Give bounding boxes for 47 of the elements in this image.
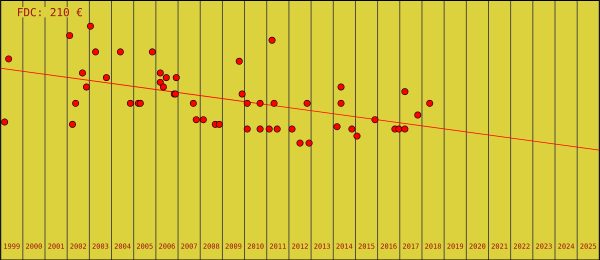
point <box>216 120 223 128</box>
point <box>238 90 246 98</box>
point <box>268 36 276 44</box>
point <box>401 125 408 132</box>
point <box>244 125 251 132</box>
point <box>296 139 304 146</box>
point <box>200 116 207 123</box>
point <box>274 125 281 132</box>
point <box>395 125 402 132</box>
point <box>348 125 356 132</box>
point <box>353 132 360 140</box>
point <box>78 69 86 76</box>
point <box>162 74 170 81</box>
point <box>304 100 311 107</box>
point <box>190 100 197 107</box>
point <box>192 116 200 123</box>
point <box>371 116 378 123</box>
point <box>148 48 156 56</box>
point <box>414 111 422 118</box>
point <box>338 100 345 107</box>
point <box>1 118 8 126</box>
point <box>270 100 278 107</box>
point <box>401 88 408 95</box>
point <box>266 125 273 132</box>
point <box>244 100 251 107</box>
point <box>82 83 90 90</box>
point <box>236 58 243 65</box>
point <box>160 83 167 90</box>
point <box>116 48 124 56</box>
point <box>5 55 12 62</box>
point <box>66 32 74 39</box>
point <box>72 100 80 107</box>
point <box>256 100 264 107</box>
point <box>338 83 345 90</box>
chart-title: FDC: 210 € <box>18 8 82 16</box>
point <box>69 120 76 128</box>
point <box>126 100 134 107</box>
point <box>156 69 164 76</box>
point <box>102 74 110 81</box>
point <box>426 100 434 107</box>
point <box>334 123 341 130</box>
point <box>306 139 313 146</box>
point <box>92 48 100 56</box>
point <box>256 125 264 132</box>
point <box>288 125 296 132</box>
point <box>86 22 94 30</box>
point <box>172 74 180 81</box>
